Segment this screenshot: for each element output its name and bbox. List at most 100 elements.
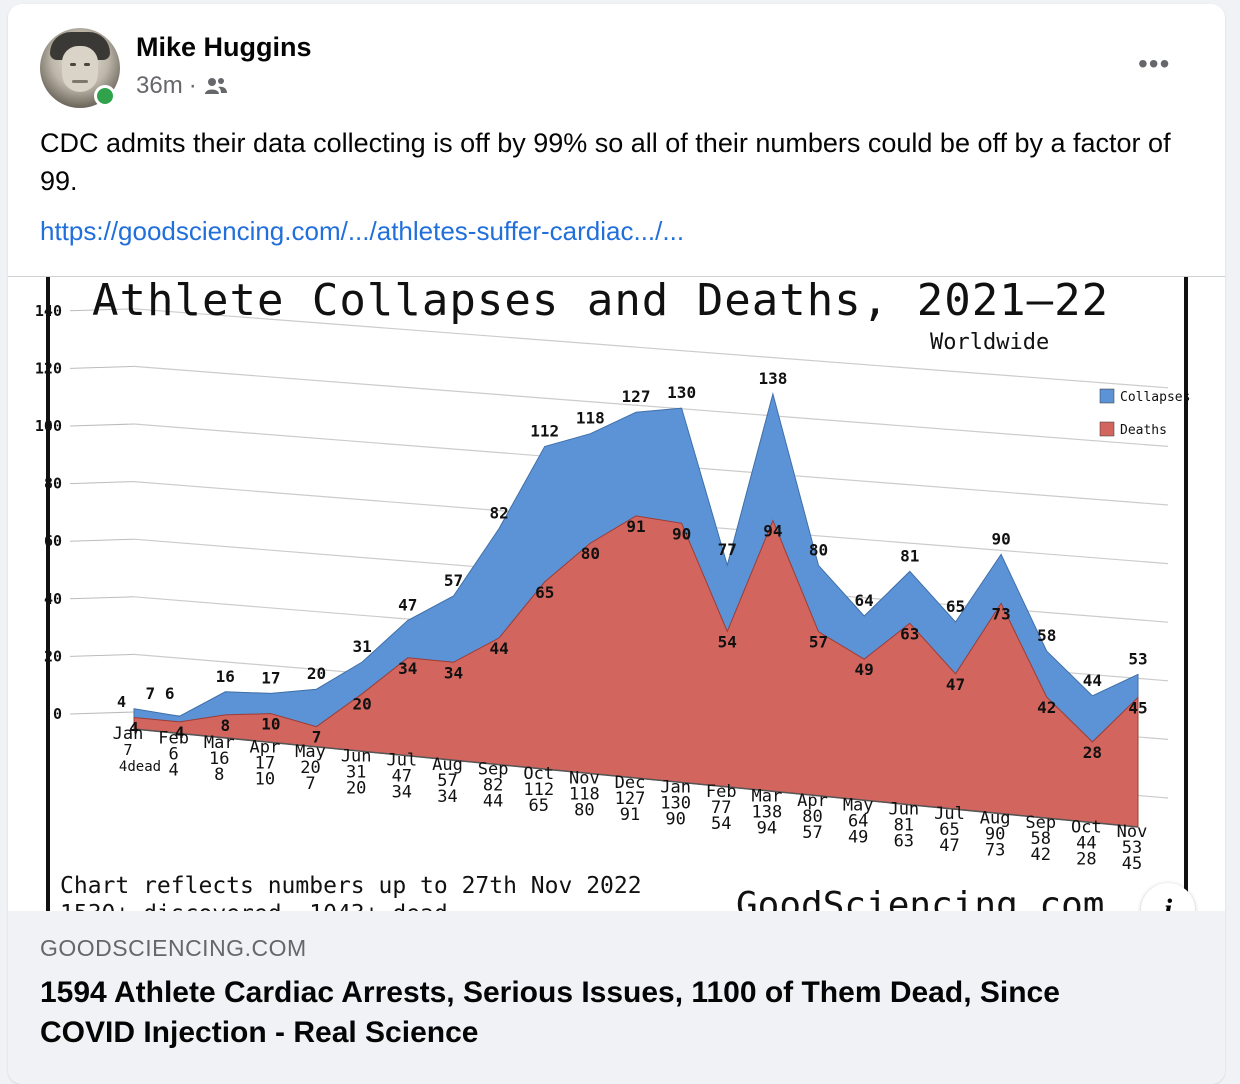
x-tick-label: Jul <box>934 804 965 824</box>
death-data-label: 49 <box>855 660 874 679</box>
chart-title: Athlete Collapses and Deaths, 2021—22 <box>92 277 1109 326</box>
post-card: Mike Huggins 36m · ••• CDC admits their … <box>8 4 1225 1084</box>
x-tick-label: Oct <box>523 764 554 784</box>
death-data-label: 28 <box>1083 743 1102 762</box>
collapse-data-label: 7 6 <box>146 684 175 703</box>
x-tick-label: Sep <box>478 760 509 780</box>
first-point-label: 4 <box>117 693 126 711</box>
legend-label-deaths: Deaths <box>1120 423 1167 438</box>
x-value-collapses: 53 <box>1122 838 1142 858</box>
death-data-label: 8 <box>220 716 230 735</box>
collapse-data-label: 81 <box>900 546 919 565</box>
more-options-icon[interactable]: ••• <box>1138 48 1171 79</box>
x-value-deaths: 45 <box>1122 854 1142 874</box>
post-link[interactable]: https://goodsciencing.com/.../athletes-s… <box>40 216 685 246</box>
x-tick-label: Dec <box>615 773 646 793</box>
x-tick-label: Apr <box>250 737 281 757</box>
gridline-left <box>69 711 135 715</box>
collapse-data-label: 77 <box>718 540 737 559</box>
collapse-data-label: 64 <box>855 591 874 610</box>
meta-separator: · <box>188 72 197 99</box>
legend-label-collapses: Collapses <box>1120 390 1190 405</box>
friends-icon[interactable] <box>203 76 229 96</box>
collapse-data-label: 65 <box>946 597 965 616</box>
gridline-left <box>69 423 135 427</box>
avatar[interactable] <box>40 28 120 108</box>
collapse-data-label: 127 <box>622 387 651 406</box>
legend-swatch-deaths <box>1099 421 1115 437</box>
author-name[interactable]: Mike Huggins <box>136 32 312 62</box>
x-tick-label: Sep <box>1025 813 1056 833</box>
collapse-data-label: 17 <box>261 668 280 687</box>
x-tick-label: Jun <box>341 746 372 766</box>
gridline-left <box>69 538 135 542</box>
x-value-deaths: 73 <box>985 841 1005 861</box>
x-tick-label: Apr <box>797 791 828 811</box>
divider <box>8 276 1225 277</box>
chart-baseline <box>133 728 1139 828</box>
x-value-collapses: 16 <box>209 749 229 769</box>
death-data-label: 94 <box>763 522 782 541</box>
death-data-label: 90 <box>672 524 691 543</box>
y-tick-label: 20 <box>44 647 62 665</box>
death-data-label: 44 <box>489 639 508 658</box>
gridline-left <box>69 481 135 485</box>
x-tick-label: Aug <box>980 809 1011 829</box>
death-data-label: 54 <box>718 632 737 651</box>
x-value-deaths: 94 <box>757 818 777 838</box>
x-tick-label: Jun <box>888 800 919 820</box>
x-value-collapses: 90 <box>985 825 1005 845</box>
collapse-data-label: 57 <box>444 571 463 590</box>
x-tick-label: Oct <box>1071 818 1102 838</box>
online-status-dot <box>94 85 116 107</box>
collapse-data-label: 80 <box>809 540 828 559</box>
post-time[interactable]: 36m <box>136 72 183 99</box>
x-tick-label: Aug <box>432 755 463 775</box>
collapse-data-label: 53 <box>1128 649 1147 668</box>
collapse-data-label: 90 <box>991 529 1010 548</box>
x-value-deaths: 57 <box>802 823 822 843</box>
x-value-deaths: 65 <box>528 796 548 816</box>
x-tick-label: Jan <box>113 724 144 744</box>
link-domain: GOODSCIENCING.COM <box>40 935 307 961</box>
death-data-label: 10 <box>261 715 280 734</box>
collapse-data-label: 16 <box>216 667 235 686</box>
death-data-label: 34 <box>398 659 417 678</box>
x-value-collapses: 65 <box>939 820 959 840</box>
x-value-collapses: 130 <box>660 793 691 813</box>
y-tick-label: 120 <box>35 359 62 377</box>
collapse-data-label: 82 <box>489 503 508 522</box>
death-data-label: 73 <box>991 604 1010 623</box>
x-value-collapses: 20 <box>300 758 320 778</box>
y-tick-label: 100 <box>35 417 62 435</box>
x-value-deaths: 28 <box>1076 850 1096 870</box>
death-data-label: 42 <box>1037 698 1056 717</box>
legend-swatch-collapses <box>1099 388 1115 404</box>
x-tick-label: Jan <box>660 777 691 797</box>
y-tick-label: 40 <box>44 590 62 608</box>
death-data-label: 80 <box>581 544 600 563</box>
death-data-label: 34 <box>444 663 463 682</box>
link-title[interactable]: 1594 Athlete Cardiac Arrests, Serious Is… <box>40 976 1060 1049</box>
x-value-deaths: 49 <box>848 827 868 847</box>
collapse-data-label: 138 <box>758 369 787 388</box>
x-value-collapses: 44 <box>1076 834 1096 854</box>
x-tick-label: Feb <box>706 782 737 802</box>
x-tick-label: Mar <box>752 786 783 806</box>
x-value-deaths: 7 <box>305 774 315 794</box>
gridline-left <box>69 596 135 600</box>
death-data-label: 4 <box>175 723 185 742</box>
x-value-deaths: 90 <box>665 809 685 829</box>
y-tick-label: 60 <box>44 532 62 550</box>
x-value-collapses: 82 <box>483 776 503 796</box>
link-preview-footer[interactable]: GOODSCIENCING.COM 1594 Athlete Cardiac A… <box>8 911 1225 1084</box>
x-value-deaths: 80 <box>574 801 594 821</box>
link-preview-image[interactable]: 0 20 40 60 80 100 120 140 7 6 4 4 16 8 17 10 20 7 31 20 47 3… <box>8 277 1225 911</box>
y-tick-label: 140 <box>35 302 62 320</box>
death-data-label: 4 <box>129 718 139 737</box>
x-tick-label: Nov <box>569 769 600 789</box>
x-tick-label: Mar <box>204 733 235 753</box>
chart-footnote: Chart reflects numbers up to 27th Nov 20… <box>60 873 642 899</box>
death-data-label: 63 <box>900 624 919 643</box>
